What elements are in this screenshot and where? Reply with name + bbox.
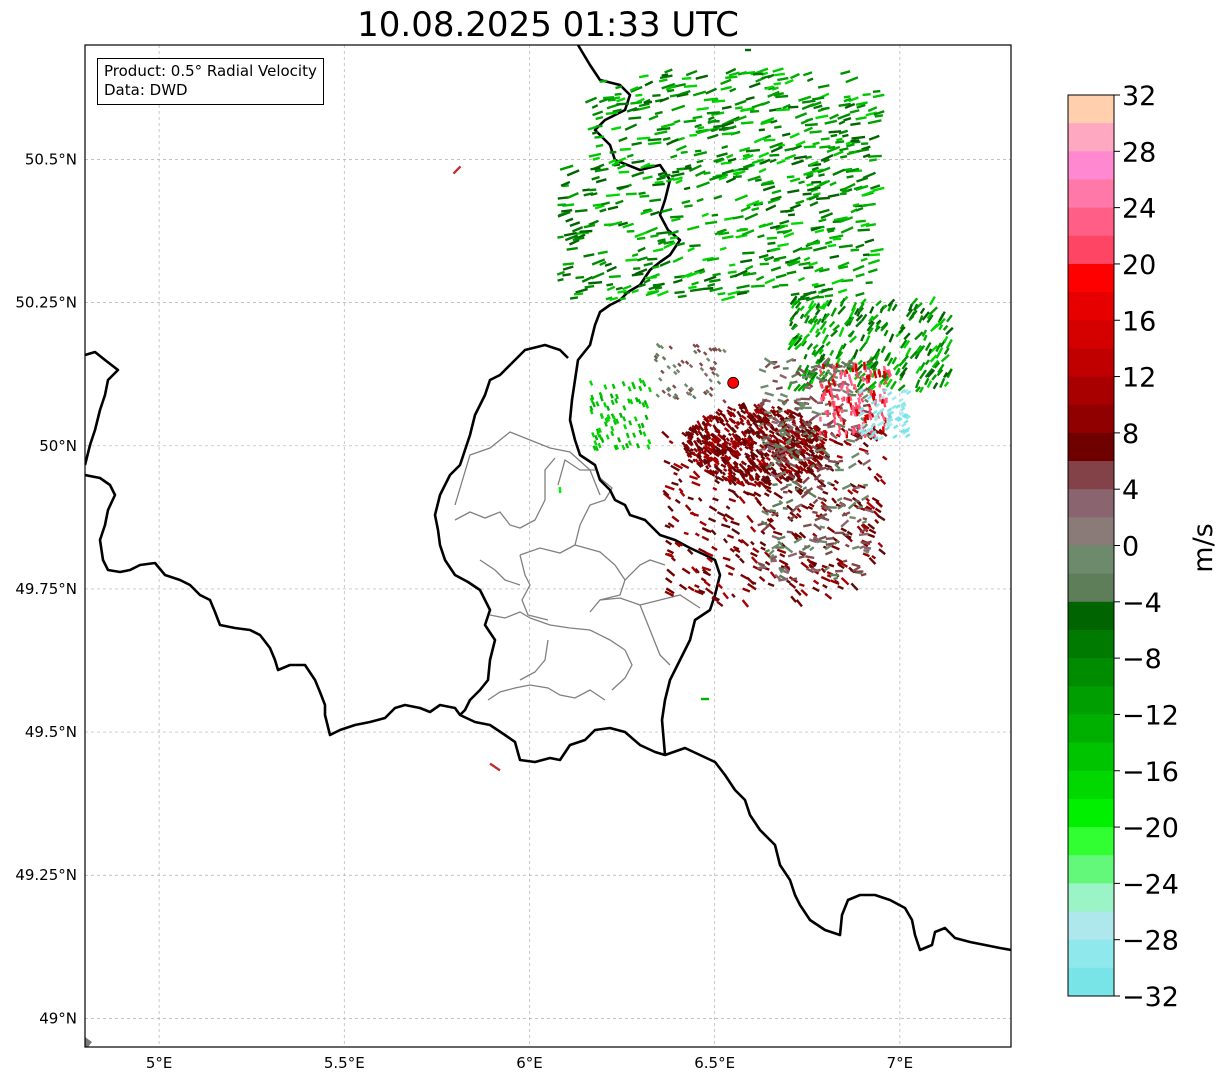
- colorbar-segment: [1068, 686, 1114, 715]
- colorbar-segment: [1068, 123, 1114, 152]
- map-background: [85, 45, 1011, 1047]
- colorbar-segment: [1068, 432, 1114, 462]
- colorbar-tick-label: 20: [1122, 250, 1156, 281]
- colorbar-segment: [1068, 263, 1114, 293]
- velocity-colorbar: [1067, 94, 1115, 997]
- colorbar-tick-label: −16: [1122, 757, 1179, 788]
- colorbar-segment: [1068, 883, 1114, 913]
- product-info-box: Product: 0.5° Radial Velocity Data: DWD: [97, 58, 324, 105]
- colorbar-tick-label: 16: [1122, 306, 1156, 337]
- colorbar-segment: [1068, 742, 1114, 772]
- colorbar-segment: [1068, 489, 1114, 518]
- colorbar-segment: [1068, 179, 1114, 209]
- colorbar-segment: [1068, 911, 1114, 941]
- colorbar-segment: [1068, 376, 1114, 406]
- data-source-line: Data: DWD: [104, 81, 188, 99]
- latitude-tick-labels: 49°N 49.25°N 49.5°N 49.75°N 50°N 50.25°N 50.5°…: [15, 151, 77, 1028]
- colorbar-segment: [1068, 827, 1114, 856]
- lat-tick-label: 49.25°N: [15, 866, 77, 884]
- colorbar-segment: [1068, 770, 1114, 800]
- coast-fragment: [85, 1037, 92, 1047]
- colorbar-tick-label: 8: [1122, 419, 1139, 450]
- lat-tick-label: 50°N: [39, 437, 77, 455]
- colorbar-segment: [1068, 320, 1114, 349]
- colorbar-segment: [1068, 461, 1114, 490]
- colorbar-segment: [1068, 151, 1114, 180]
- map-layers: [85, 45, 1011, 1047]
- colorbar-segment: [1068, 545, 1114, 575]
- radar-velocity-returns: [452, 48, 954, 772]
- colorbar-segment: [1068, 855, 1114, 884]
- colorbar-tick-label: 24: [1122, 194, 1156, 225]
- map-gridlines: [85, 45, 1011, 1047]
- colorbar-segment: [1068, 292, 1114, 321]
- colorbar-segment: [1068, 601, 1114, 631]
- colorbar-segment: [1068, 629, 1114, 659]
- colorbar-tick-label: −8: [1122, 644, 1162, 675]
- colorbar-tick-label: −4: [1122, 588, 1162, 619]
- longitude-tick-labels: 5°E 5.5°E 6°E 6.5°E 7°E: [146, 1054, 913, 1072]
- colorbar-tick-label: −28: [1122, 926, 1179, 957]
- colorbar-tick-label: 32: [1122, 81, 1156, 112]
- colorbar-tick-label: 12: [1122, 363, 1156, 394]
- lon-tick-label: 7°E: [887, 1054, 914, 1072]
- lat-tick-label: 49°N: [39, 1009, 77, 1027]
- colorbar-segment: [1068, 714, 1114, 744]
- colorbar-segment: [1068, 517, 1114, 546]
- lon-tick-label: 6.5°E: [694, 1054, 735, 1072]
- map-title: 10.08.2025 01:33 UTC: [357, 5, 739, 45]
- colorbar-segment: [1068, 939, 1114, 969]
- colorbar-segment: [1068, 573, 1114, 603]
- colorbar-tick-label: 0: [1122, 532, 1139, 563]
- colorbar-tick-label: 4: [1122, 475, 1139, 506]
- lon-tick-label: 5.5°E: [324, 1054, 365, 1072]
- product-line: Product: 0.5° Radial Velocity: [104, 62, 317, 80]
- colorbar-segment: [1068, 658, 1114, 687]
- colorbar-segment: [1068, 95, 1114, 124]
- radar-site-marker: [727, 376, 740, 389]
- colorbar-segment: [1068, 798, 1114, 828]
- lat-tick-label: 49.5°N: [25, 723, 77, 741]
- colorbar-tick-label: 28: [1122, 137, 1156, 168]
- colorbar-segment: [1068, 967, 1114, 997]
- colorbar-tick-label: −20: [1122, 813, 1179, 844]
- canton-boundaries: [454, 431, 701, 701]
- colorbar-tick-label: −32: [1122, 982, 1179, 1013]
- lat-tick-label: 50.25°N: [15, 294, 77, 312]
- colorbar-segment: [1068, 348, 1114, 378]
- colorbar-tick-labels: 32 28 24 20 16 12 8 4 0 −4 −8 −12 −16 −20 −24 −28 −32: [1114, 81, 1179, 1013]
- colorbar-segment: [1068, 235, 1114, 265]
- colorbar-segment: [1068, 404, 1114, 434]
- lon-tick-label: 6°E: [516, 1054, 543, 1072]
- colorbar-tick-label: −12: [1122, 700, 1179, 731]
- colorbar-tick-label: −24: [1122, 869, 1179, 900]
- colorbar-segment: [1068, 207, 1114, 237]
- map-frame: [84, 44, 1012, 1048]
- lat-tick-label: 49.75°N: [15, 580, 77, 598]
- colorbar-unit-label: m/s: [1188, 523, 1219, 572]
- lon-tick-label: 5°E: [146, 1054, 173, 1072]
- lat-tick-label: 50.5°N: [25, 151, 77, 169]
